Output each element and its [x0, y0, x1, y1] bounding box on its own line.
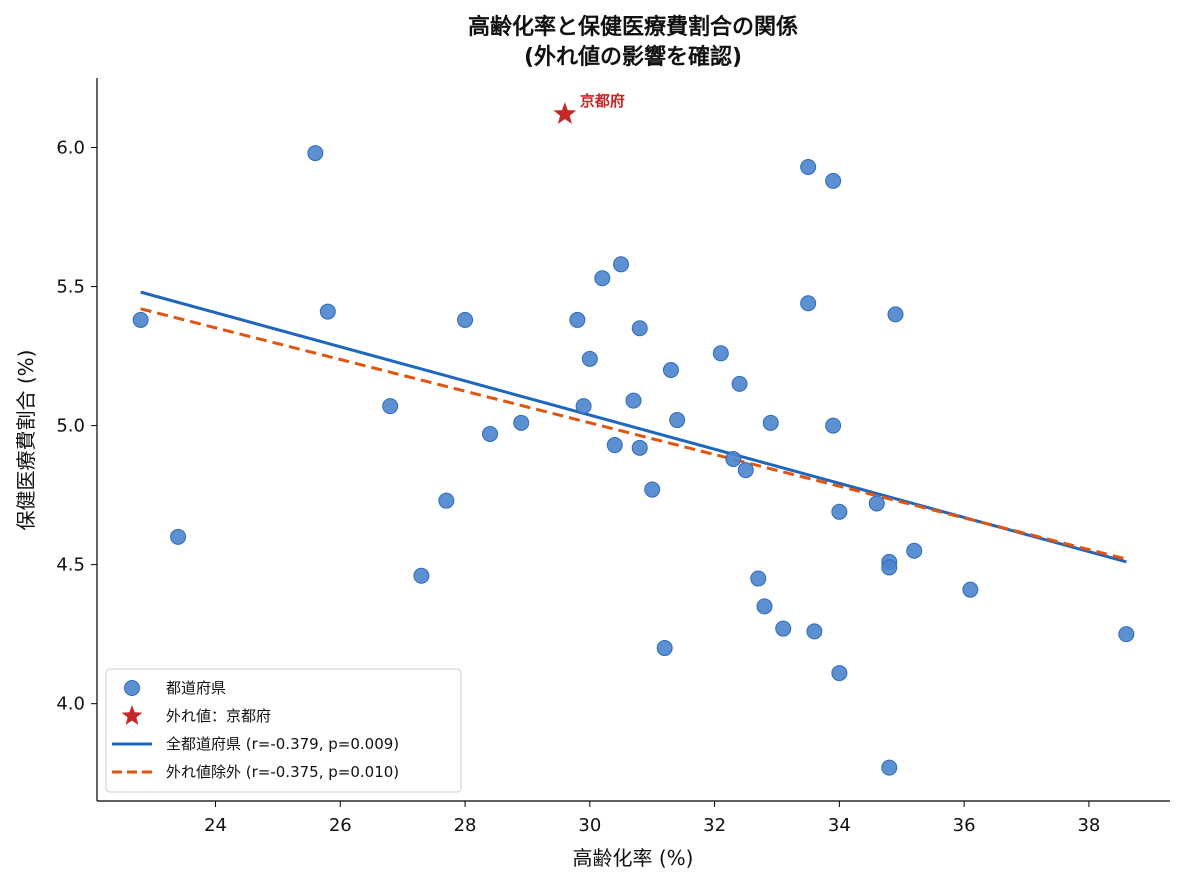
data-point: [438, 492, 455, 509]
data-point: [881, 759, 898, 776]
x-tick-label: 26: [329, 815, 352, 836]
x-axis-label: 高齢化率 (%): [573, 846, 694, 870]
data-point: [625, 392, 642, 409]
data-point: [319, 303, 336, 320]
y-axis-ticks: 4.0 4.5 5.0 5.5 6.0: [56, 138, 97, 715]
data-point: [594, 270, 611, 287]
data-point: [825, 417, 842, 434]
legend-marker-star: [121, 705, 143, 725]
data-point: [831, 503, 848, 520]
data-point: [644, 481, 661, 498]
plot-area: 京都府: [132, 92, 1135, 776]
data-point: [731, 375, 748, 392]
x-tick-label: 24: [204, 815, 227, 836]
data-point: [669, 412, 686, 429]
y-tick-label: 5.5: [56, 277, 85, 298]
x-tick-label: 34: [828, 815, 851, 836]
data-point: [575, 398, 592, 415]
data-point: [725, 450, 742, 467]
y-axis-label: 保健医療費割合 (%): [14, 350, 38, 531]
data-point: [413, 567, 430, 584]
data-point: [962, 581, 979, 598]
outlier-star-kyoto: [553, 102, 577, 124]
data-point: [887, 306, 904, 323]
x-tick-label: 36: [953, 815, 976, 836]
data-point: [382, 398, 399, 415]
data-point: [756, 598, 773, 615]
x-tick-label: 30: [578, 815, 601, 836]
legend-label: 外れ値除外 (r=-0.375, p=0.010): [166, 763, 399, 781]
legend-marker-circle: [124, 680, 140, 696]
data-point: [750, 570, 767, 587]
y-tick-label: 5.0: [56, 416, 85, 437]
data-point: [800, 158, 817, 175]
data-point: [581, 350, 598, 367]
x-tick-label: 28: [454, 815, 477, 836]
chart-title: 高齢化率と保健医療費割合の関係: [468, 14, 798, 40]
data-point: [170, 528, 187, 545]
data-point: [132, 311, 149, 328]
data-point: [775, 620, 792, 637]
data-point: [662, 361, 679, 378]
data-point: [569, 311, 586, 328]
data-point: [800, 295, 817, 312]
legend-label: 外れ値：京都府: [166, 707, 271, 725]
data-point: [825, 172, 842, 189]
data-point: [656, 640, 673, 657]
legend-label: 都道府県: [166, 679, 226, 697]
chart-subtitle: (外れ値の影響を確認): [524, 44, 742, 70]
legend-frame: [105, 668, 462, 793]
data-point: [631, 320, 648, 337]
data-point: [806, 623, 823, 640]
data-point: [762, 414, 779, 431]
y-tick-label: 4.0: [56, 694, 85, 715]
data-point: [631, 439, 648, 456]
x-tick-label: 38: [1077, 815, 1100, 836]
data-point: [613, 256, 630, 273]
y-tick-label: 6.0: [56, 138, 85, 159]
data-point: [457, 311, 474, 328]
x-tick-label: 32: [703, 815, 726, 836]
data-point: [881, 559, 898, 576]
data-point: [737, 462, 754, 479]
x-axis-ticks: 24 26 28 30 32 34 36 38: [204, 801, 1100, 836]
data-point: [831, 665, 848, 682]
legend-label: 全都道府県 (r=-0.379, p=0.009): [166, 735, 399, 753]
regression-line-all: [140, 290, 1127, 564]
data-point: [482, 425, 499, 442]
y-tick-label: 4.5: [56, 555, 85, 576]
data-point: [513, 414, 530, 431]
outlier-annotation: 京都府: [580, 92, 625, 110]
data-point: [712, 345, 729, 362]
data-point: [307, 145, 324, 162]
data-point: [868, 495, 885, 512]
data-point: [606, 437, 623, 454]
data-point: [906, 542, 923, 559]
data-point: [1118, 626, 1135, 643]
